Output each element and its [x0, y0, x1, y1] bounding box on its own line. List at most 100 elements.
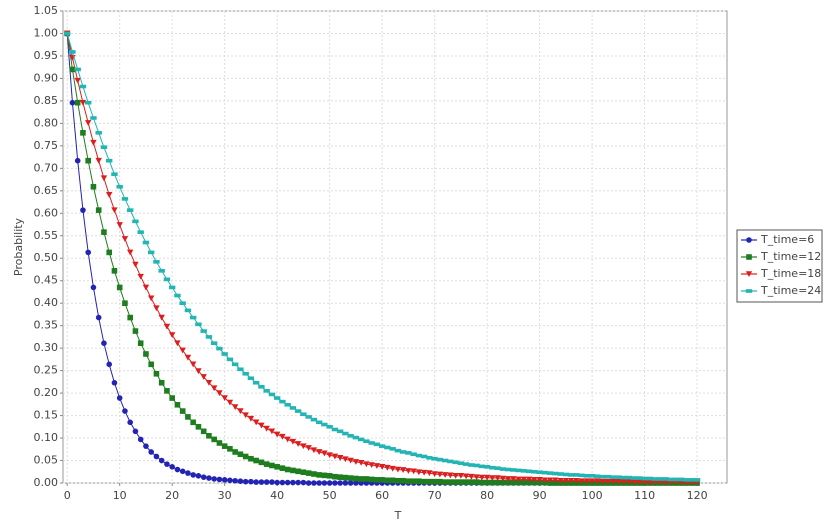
y-tick-label: 0.05 [34, 454, 59, 467]
point [384, 445, 391, 450]
y-tick-label: 0.85 [34, 94, 59, 107]
point [221, 477, 228, 483]
point [174, 293, 181, 298]
point [552, 471, 559, 476]
point [520, 476, 528, 483]
point [331, 427, 339, 432]
point [269, 462, 275, 469]
point [226, 357, 234, 362]
point [163, 323, 171, 330]
point [211, 436, 217, 443]
y-tick-label: 0.70 [34, 161, 59, 174]
point [294, 441, 302, 447]
point [284, 479, 291, 486]
point [536, 470, 543, 475]
point [158, 379, 165, 386]
point [179, 468, 186, 475]
point [521, 479, 527, 486]
point [646, 476, 654, 481]
x-tick-label: 20 [165, 489, 179, 502]
point [116, 222, 123, 228]
point [121, 197, 129, 201]
point [531, 469, 538, 474]
point [79, 84, 87, 89]
point [615, 475, 622, 479]
point [232, 449, 238, 455]
point [494, 479, 501, 486]
point [179, 301, 186, 305]
point [311, 471, 317, 477]
point [310, 447, 318, 454]
point [305, 480, 312, 486]
point [200, 329, 207, 333]
point [274, 464, 280, 470]
point [562, 472, 570, 477]
point [248, 478, 254, 485]
point [599, 478, 606, 485]
point [567, 473, 575, 477]
y-tick-label: 0.20 [34, 386, 59, 399]
point [210, 341, 218, 345]
point [541, 470, 549, 475]
point [269, 479, 275, 485]
point [263, 461, 270, 467]
point [379, 477, 385, 483]
legend-label: T_time=6 [760, 233, 814, 246]
point [132, 261, 139, 268]
point [205, 335, 213, 339]
point [237, 451, 244, 458]
point [326, 480, 333, 486]
point [132, 328, 139, 334]
point [153, 260, 160, 264]
point [373, 463, 381, 469]
point [352, 435, 360, 440]
x-tick-label: 60 [375, 489, 389, 502]
point [583, 474, 591, 478]
point [515, 479, 522, 486]
point [416, 478, 422, 485]
point [594, 478, 601, 485]
point [347, 475, 354, 481]
point [111, 207, 118, 214]
point [609, 475, 617, 479]
point [90, 284, 97, 291]
point [116, 395, 123, 401]
point [80, 207, 86, 213]
point [268, 428, 276, 435]
point [578, 478, 585, 485]
point [363, 461, 370, 468]
point [258, 385, 265, 389]
point [342, 431, 349, 436]
point [273, 431, 281, 438]
point [604, 474, 612, 479]
point [242, 371, 249, 376]
point [588, 474, 596, 478]
point [247, 415, 255, 422]
point [620, 478, 627, 485]
point [546, 477, 554, 484]
point [300, 412, 307, 417]
x-tick-label: 90 [533, 489, 547, 502]
point [316, 480, 322, 486]
point [164, 461, 170, 467]
point [127, 314, 133, 321]
point [447, 472, 454, 479]
point [85, 249, 91, 256]
point [373, 442, 381, 447]
point [688, 478, 696, 482]
point [489, 479, 496, 486]
point [84, 120, 92, 126]
point [405, 478, 412, 485]
point [395, 477, 401, 484]
point [305, 445, 312, 451]
point [95, 314, 102, 321]
point [169, 395, 175, 401]
point [657, 477, 664, 481]
point [420, 454, 428, 459]
point [389, 465, 396, 472]
point [452, 460, 459, 465]
point [557, 477, 564, 484]
point [410, 452, 417, 457]
point [479, 479, 485, 486]
